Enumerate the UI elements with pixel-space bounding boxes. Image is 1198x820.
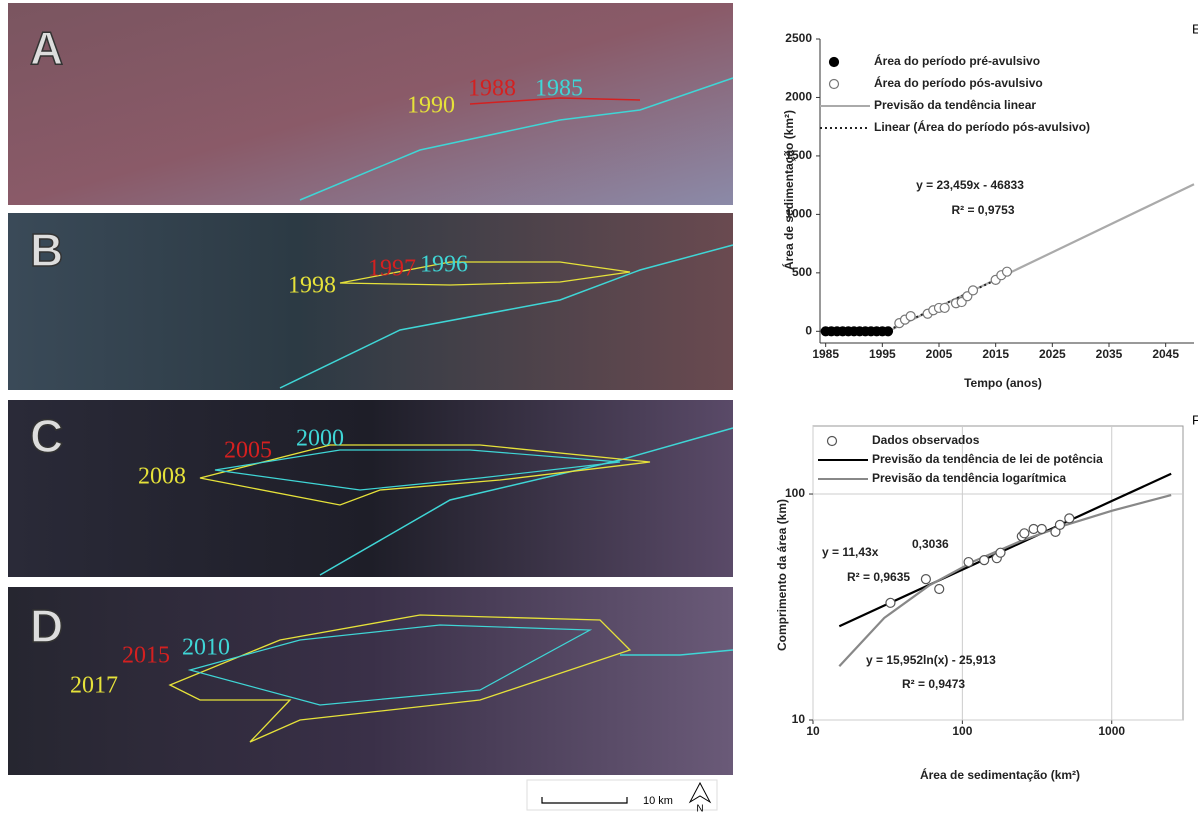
north-label: N bbox=[696, 804, 703, 815]
panel-label: C bbox=[30, 410, 63, 462]
north-arrow bbox=[688, 781, 712, 804]
data-point bbox=[934, 583, 945, 595]
image-d bbox=[8, 587, 733, 775]
annotation: y = 15,952ln(x) - 25,913 bbox=[866, 653, 996, 667]
legend-label: Previsão da tendência logarítmica bbox=[872, 471, 1066, 485]
image-b bbox=[8, 213, 733, 390]
y-tick-label: 2500 bbox=[785, 31, 812, 45]
y-axis-label: Comprimento da área (km) bbox=[775, 499, 789, 651]
data-point bbox=[882, 326, 894, 337]
year-label: 2000 bbox=[296, 426, 344, 452]
annotation: R² = 0,9473 bbox=[902, 677, 965, 691]
data-point bbox=[905, 311, 916, 322]
panel-tag: E bbox=[1192, 21, 1198, 36]
data-point bbox=[979, 555, 990, 566]
scale-frame bbox=[526, 779, 718, 811]
data-point bbox=[1019, 528, 1030, 539]
outline bbox=[199, 444, 651, 506]
panel-label: A bbox=[30, 22, 63, 74]
year-label: 1996 bbox=[420, 252, 468, 278]
legend-label: Área do período pré-avulsivo bbox=[874, 53, 1040, 68]
legend-swatch bbox=[826, 435, 838, 447]
x-tick-label: 1985 bbox=[812, 347, 839, 361]
data-point bbox=[1054, 519, 1066, 531]
annotation: y = 23,459x - 46833 bbox=[916, 178, 1024, 192]
x-tick-label: 1995 bbox=[869, 347, 896, 361]
y-tick-label: 500 bbox=[792, 265, 812, 279]
y-tick-label: 0 bbox=[805, 323, 812, 337]
panel-tag: F bbox=[1192, 412, 1198, 427]
year-label: 1985 bbox=[535, 76, 583, 102]
year-label: 2010 bbox=[182, 635, 230, 661]
x-tick-label: 2015 bbox=[982, 347, 1009, 361]
y-tick-label: 2000 bbox=[785, 90, 812, 104]
image-a bbox=[8, 3, 733, 205]
year-label: 1998 bbox=[288, 273, 336, 299]
x-axis-label: Área de sedimentação (km²) bbox=[920, 767, 1080, 782]
legend-swatch bbox=[828, 56, 840, 68]
annotation: R² = 0,9635 bbox=[847, 570, 910, 584]
data-point bbox=[1050, 526, 1061, 537]
year-label: 2005 bbox=[224, 438, 272, 464]
data-point bbox=[939, 302, 950, 314]
legend-label: Dados observados bbox=[872, 433, 980, 447]
x-tick-label: 2045 bbox=[1152, 347, 1179, 361]
panel-label: D bbox=[30, 600, 63, 652]
outline bbox=[339, 261, 631, 286]
year-label: 1988 bbox=[468, 76, 516, 102]
y-tick-label: 1000 bbox=[785, 207, 812, 221]
data-point bbox=[920, 574, 932, 585]
data-point bbox=[1036, 523, 1047, 535]
outline bbox=[214, 449, 621, 491]
annotation: R² = 0,9753 bbox=[951, 203, 1014, 217]
data-point bbox=[885, 597, 896, 608]
scale-label: 10 km bbox=[643, 795, 673, 807]
river bbox=[319, 427, 734, 576]
legend-swatch bbox=[828, 78, 840, 90]
x-tick-label: 2035 bbox=[1096, 347, 1123, 361]
data-point bbox=[1064, 513, 1075, 524]
data-point bbox=[967, 285, 979, 296]
data-point bbox=[995, 547, 1006, 558]
river bbox=[299, 77, 734, 201]
y-tick-label: 1500 bbox=[785, 148, 812, 162]
outline bbox=[168, 614, 632, 743]
year-label: 1990 bbox=[407, 93, 455, 119]
legend-label: Linear (Área do período pós-avulsivo) bbox=[874, 119, 1090, 134]
year-label: 2015 bbox=[122, 643, 170, 669]
y-tick-label: 100 bbox=[785, 486, 805, 500]
x-tick-label: 10 bbox=[806, 724, 820, 738]
y-tick-label: 10 bbox=[792, 712, 806, 726]
river bbox=[279, 244, 734, 389]
x-axis-label: Tempo (anos) bbox=[964, 376, 1042, 390]
annotation: y = 11,43x bbox=[822, 545, 879, 559]
river bbox=[620, 649, 734, 656]
legend-label: Previsão da tendência linear bbox=[874, 98, 1036, 112]
scale-line bbox=[541, 797, 628, 804]
year-label: 1997 bbox=[368, 256, 416, 282]
annotation: 0,3036 bbox=[912, 537, 949, 551]
data-point bbox=[963, 556, 974, 568]
legend-label: Previsão da tendência de lei de potência bbox=[872, 452, 1103, 466]
data-point bbox=[1001, 266, 1013, 277]
x-tick-label: 1000 bbox=[1098, 724, 1125, 738]
panel-label: B bbox=[30, 224, 63, 276]
x-tick-label: 100 bbox=[952, 724, 972, 738]
year-label: 2008 bbox=[138, 464, 186, 490]
x-tick-label: 2005 bbox=[926, 347, 953, 361]
legend-label: Área do período pós-avulsivo bbox=[874, 75, 1043, 90]
y-axis-label: Área de sedimentação (km²) bbox=[781, 110, 796, 270]
outline bbox=[469, 97, 641, 105]
outline bbox=[187, 624, 593, 706]
x-tick-label: 2025 bbox=[1039, 347, 1066, 361]
satellite-images bbox=[8, 3, 734, 775]
scale-bar: 10 km N bbox=[526, 779, 718, 815]
year-label: 2017 bbox=[70, 673, 118, 699]
